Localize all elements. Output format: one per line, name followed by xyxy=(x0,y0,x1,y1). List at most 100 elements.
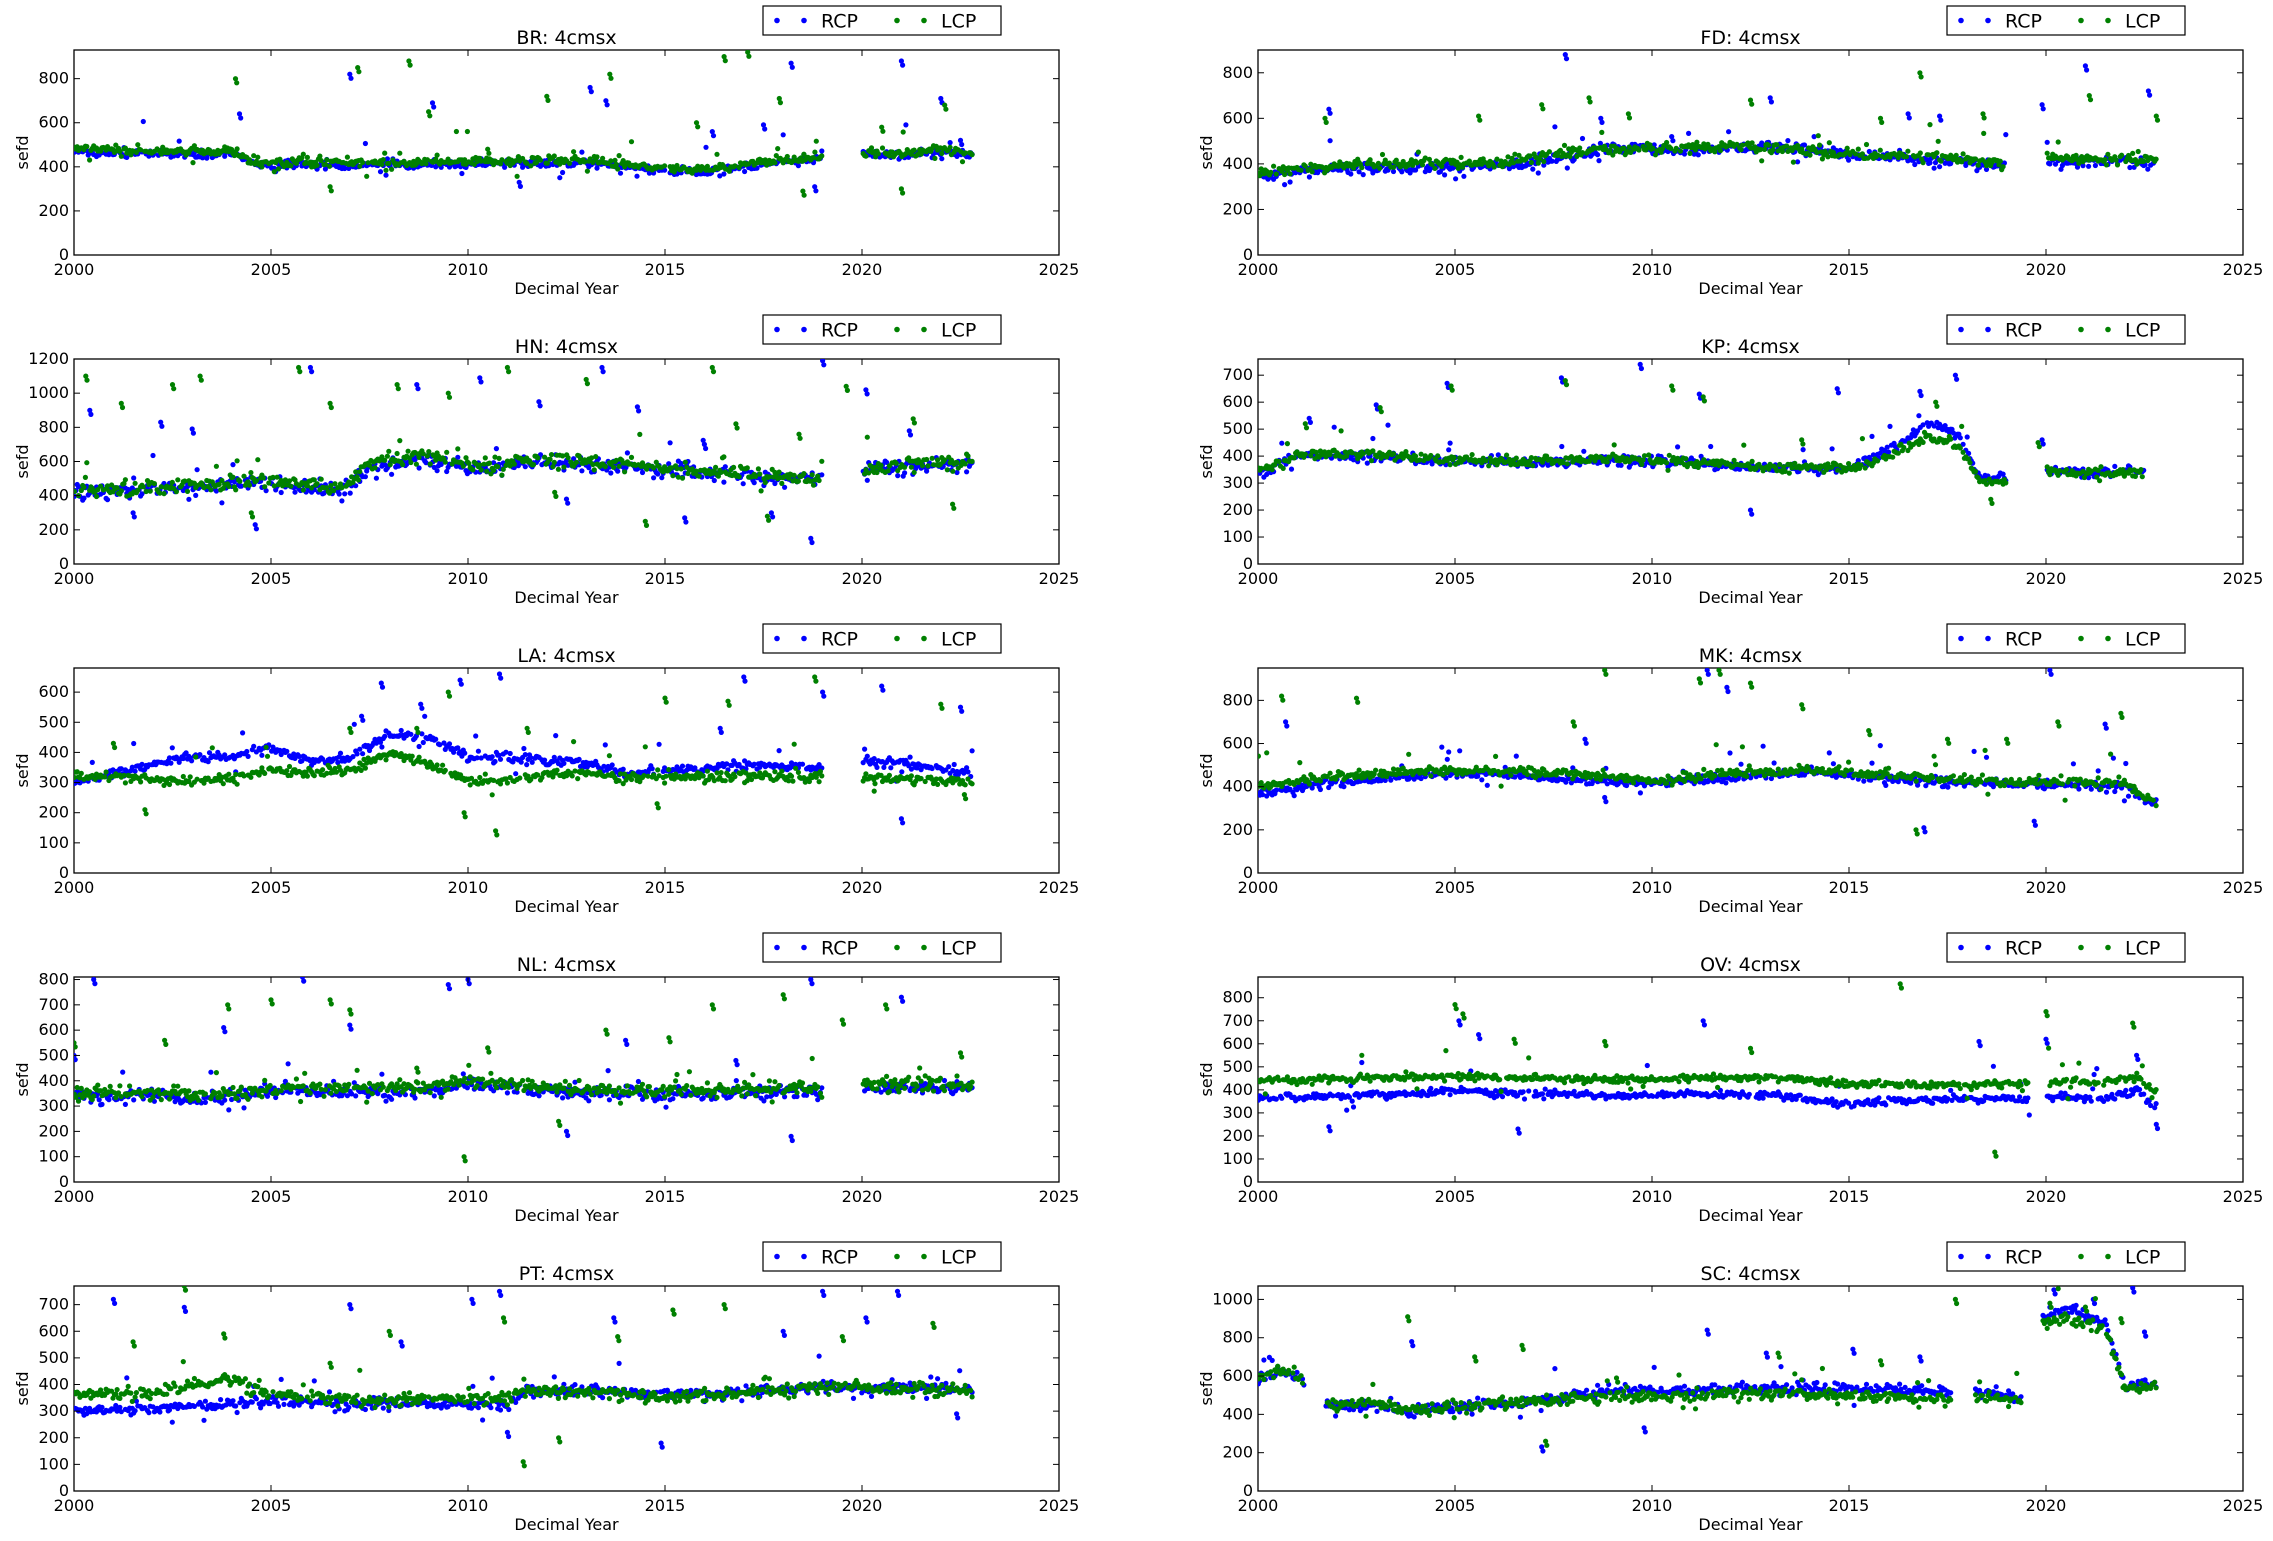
data-point xyxy=(1282,182,1287,187)
data-point xyxy=(395,451,400,456)
data-point xyxy=(2154,157,2159,162)
y-tick-label: 500 xyxy=(1222,419,1253,438)
data-point xyxy=(133,769,138,774)
y-tick-label: 200 xyxy=(38,201,69,220)
data-point xyxy=(1886,450,1891,455)
data-point-outlier xyxy=(120,405,125,410)
data-point xyxy=(240,730,245,735)
y-tick-label: 0 xyxy=(1243,554,1253,573)
x-tick-label: 2015 xyxy=(1829,260,1870,279)
data-point xyxy=(483,455,488,460)
y-tick-label: 100 xyxy=(1222,527,1253,546)
data-point xyxy=(1596,158,1601,163)
data-point xyxy=(150,453,155,458)
x-tick-label: 2020 xyxy=(2026,569,2067,588)
data-point xyxy=(552,460,557,465)
data-point xyxy=(363,141,368,146)
data-point xyxy=(586,465,591,470)
data-point xyxy=(1439,164,1444,169)
data-point xyxy=(634,174,639,179)
data-point xyxy=(301,487,306,492)
data-point xyxy=(1289,467,1294,472)
data-point xyxy=(1339,428,1344,433)
data-point xyxy=(970,459,975,464)
y-tick-label: 400 xyxy=(38,486,69,505)
data-point xyxy=(1750,459,1755,464)
data-point xyxy=(515,174,520,179)
data-point xyxy=(876,151,881,156)
data-point xyxy=(779,481,784,486)
data-point xyxy=(131,475,136,480)
data-point xyxy=(752,480,757,485)
x-axis-label: Decimal Year xyxy=(1698,588,1803,607)
data-point xyxy=(741,481,746,486)
data-point xyxy=(1860,436,1865,441)
data-point xyxy=(772,160,777,165)
data-point xyxy=(1530,167,1535,172)
data-point xyxy=(72,489,77,494)
data-point xyxy=(713,465,718,470)
data-point xyxy=(2140,474,2145,479)
data-point xyxy=(339,498,344,503)
data-point xyxy=(388,462,393,467)
data-point xyxy=(1921,160,1926,165)
chart-title: KP: 4cmsx xyxy=(1701,336,1800,358)
data-point xyxy=(721,171,726,176)
data-point xyxy=(1664,140,1669,145)
data-point-outlier xyxy=(766,518,771,523)
data-point xyxy=(1470,452,1475,457)
data-point xyxy=(454,129,459,134)
data-point xyxy=(261,475,266,480)
data-point-outlier xyxy=(695,124,700,129)
data-point xyxy=(133,481,138,486)
data-point xyxy=(680,476,685,481)
data-point xyxy=(1541,159,1546,164)
data-point xyxy=(356,477,361,482)
x-tick-label: 2005 xyxy=(1435,569,1476,588)
data-point xyxy=(495,464,500,469)
data-point xyxy=(1936,139,1941,144)
data-point-outlier xyxy=(427,113,432,118)
data-point xyxy=(105,497,110,502)
data-point xyxy=(1359,165,1364,170)
data-point-outlier xyxy=(545,98,550,103)
data-point xyxy=(557,175,562,180)
data-point xyxy=(1718,148,1723,153)
data-point xyxy=(902,470,907,475)
data-point xyxy=(863,154,868,159)
data-point xyxy=(579,468,584,473)
data-point-outlier xyxy=(762,126,767,131)
data-point xyxy=(1270,467,1275,472)
y-tick-label: 0 xyxy=(59,245,69,264)
data-point xyxy=(497,456,502,461)
data-point-outlier xyxy=(1749,102,1754,107)
data-point xyxy=(1696,152,1701,157)
data-point xyxy=(208,487,213,492)
data-point xyxy=(1766,143,1771,148)
data-point-outlier xyxy=(865,391,870,396)
data-point xyxy=(817,478,822,483)
data-point xyxy=(945,467,950,472)
data-point xyxy=(1461,174,1466,179)
data-point xyxy=(499,473,504,478)
data-point xyxy=(745,465,750,470)
data-point xyxy=(235,458,240,463)
data-point xyxy=(1770,147,1775,152)
data-point xyxy=(909,465,914,470)
x-tick-label: 2010 xyxy=(1632,569,1673,588)
data-point xyxy=(185,489,190,494)
data-point xyxy=(195,467,200,472)
data-point xyxy=(383,173,388,178)
data-point xyxy=(1787,471,1792,476)
data-point-outlier xyxy=(1919,74,1924,79)
data-point xyxy=(608,470,613,475)
data-point xyxy=(246,754,251,759)
legend-marker xyxy=(801,327,807,333)
data-point-outlier xyxy=(959,142,964,147)
data-point xyxy=(1274,171,1279,176)
legend-marker xyxy=(2078,18,2084,24)
data-point xyxy=(1686,131,1691,136)
